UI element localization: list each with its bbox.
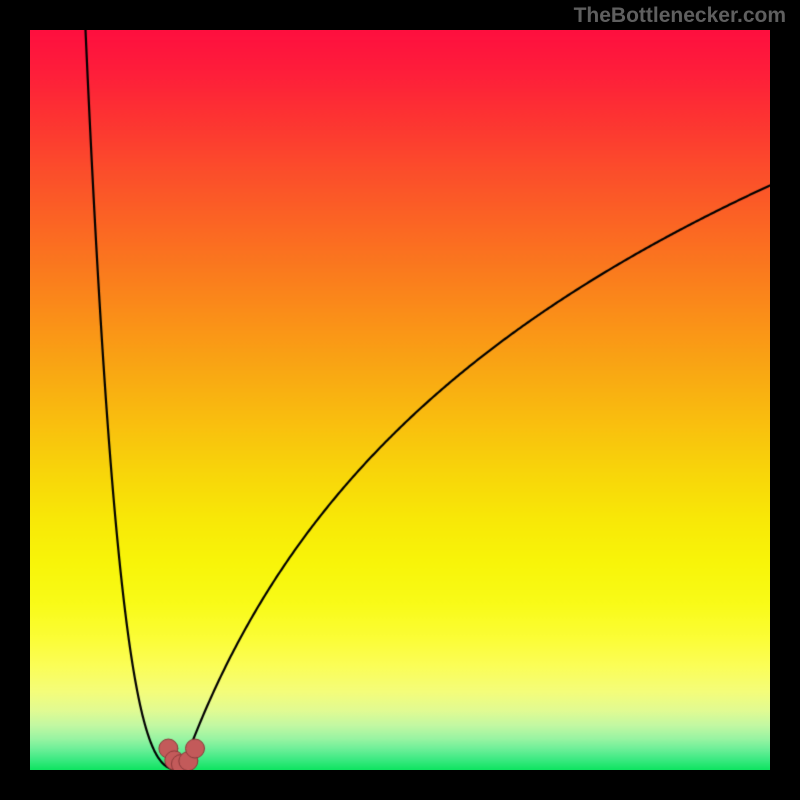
bottleneck-chart <box>30 30 770 770</box>
watermark-label: TheBottlenecker.com <box>574 4 786 28</box>
stage: TheBottlenecker.com <box>0 0 800 800</box>
plot-area <box>30 30 770 770</box>
